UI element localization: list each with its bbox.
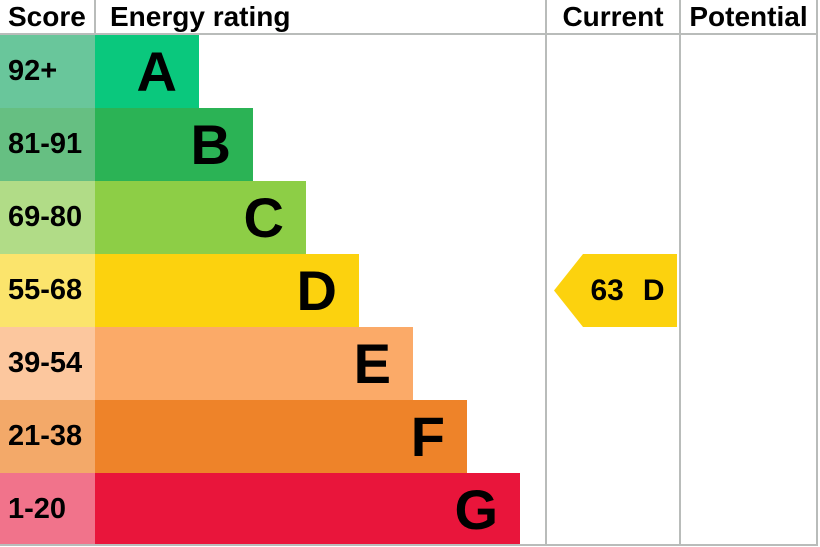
header-underline bbox=[0, 33, 818, 35]
current-rating-letter: D bbox=[642, 273, 665, 307]
table-right-border bbox=[816, 0, 818, 546]
band-letter: B bbox=[190, 113, 231, 176]
band-bar: B bbox=[95, 108, 253, 181]
current-rating-arrow: 63 D bbox=[554, 254, 677, 327]
header-energy-rating-label: Energy rating bbox=[110, 1, 291, 32]
band-bar: G bbox=[95, 473, 520, 546]
band-row: 55-68 D bbox=[0, 254, 520, 327]
score-cell: 69-80 bbox=[0, 181, 95, 254]
score-range: 21-38 bbox=[8, 420, 83, 452]
band-letter: F bbox=[410, 405, 445, 468]
band-letter: A bbox=[136, 40, 177, 103]
chart-header: Score Energy rating Current Potential bbox=[0, 0, 820, 33]
band-letter: E bbox=[353, 332, 391, 395]
band-row: 21-38 F bbox=[0, 400, 520, 473]
current-arrow-text: 63 D bbox=[554, 254, 677, 327]
band-bar: C bbox=[95, 181, 306, 254]
current-score-value: 63 bbox=[590, 273, 624, 307]
score-cell: 21-38 bbox=[0, 400, 95, 473]
band-bar: E bbox=[95, 327, 413, 400]
band-bar: A bbox=[95, 35, 199, 108]
table-bottom-border bbox=[0, 544, 818, 546]
header-current-label: Current bbox=[562, 1, 664, 32]
potential-column-divider bbox=[679, 0, 681, 546]
band-row: 1-20 G bbox=[0, 473, 520, 546]
score-cell: 92+ bbox=[0, 35, 95, 108]
score-range: 1-20 bbox=[8, 493, 67, 525]
band-row: 39-54 E bbox=[0, 327, 520, 400]
header-score-label: Score bbox=[8, 1, 86, 32]
band-bar: F bbox=[95, 400, 467, 473]
header-potential-label: Potential bbox=[689, 1, 808, 32]
current-column-divider bbox=[545, 0, 547, 546]
score-cell: 1-20 bbox=[0, 473, 95, 546]
score-cell: 39-54 bbox=[0, 327, 95, 400]
band-row: 81-91 B bbox=[0, 108, 520, 181]
score-range: 81-91 bbox=[8, 128, 83, 160]
band-letter: G bbox=[454, 478, 498, 541]
score-cell: 81-91 bbox=[0, 108, 95, 181]
band-row: 92+ A bbox=[0, 35, 520, 108]
band-letter: C bbox=[243, 186, 284, 249]
score-range: 92+ bbox=[8, 55, 58, 87]
band-rows: 92+ A 81-91 B 69-80 C 55-68 D 39-54 bbox=[0, 35, 520, 546]
score-column-divider bbox=[94, 0, 96, 33]
score-range: 55-68 bbox=[8, 274, 83, 306]
band-letter: D bbox=[296, 259, 337, 322]
score-cell: 55-68 bbox=[0, 254, 95, 327]
band-bar: D bbox=[95, 254, 359, 327]
band-row: 69-80 C bbox=[0, 181, 520, 254]
current-arrow-shape bbox=[554, 254, 677, 327]
score-range: 39-54 bbox=[8, 347, 83, 379]
score-range: 69-80 bbox=[8, 201, 83, 233]
